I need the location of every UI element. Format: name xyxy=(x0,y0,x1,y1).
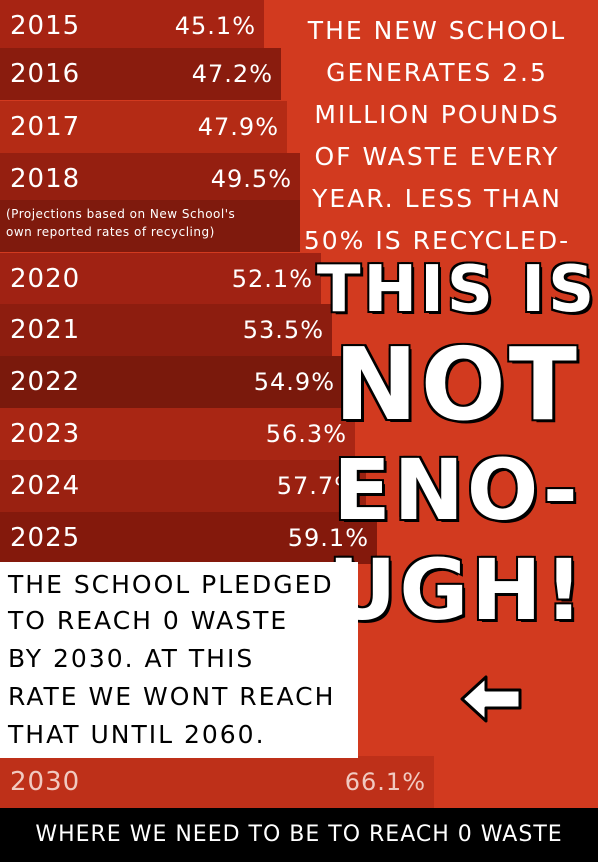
bar-2015: 2015 45.1% xyxy=(0,0,264,52)
projection-note: (Projections based on New School's own r… xyxy=(0,200,300,252)
bar-2021: 2021 53.5% xyxy=(0,304,332,356)
bar-value-label: 53.5% xyxy=(242,316,324,344)
bar-value-label: 59.1% xyxy=(287,524,369,552)
waste-statement-line: MILLION POUNDS xyxy=(314,100,560,129)
bar-year-label: 2023 xyxy=(10,419,81,449)
bar-2023: 2023 56.3% xyxy=(0,408,355,460)
pledge-line: THAT UNTIL 2060. xyxy=(8,720,266,749)
projection-note-line: (Projections based on New School's xyxy=(6,207,236,221)
bar-2022: 2022 54.9% xyxy=(0,356,343,408)
waste-statement-line: YEAR. LESS THAN xyxy=(312,184,562,213)
waste-statement-line: GENERATES 2.5 xyxy=(326,58,548,87)
bar-2030: 2030 66.1% xyxy=(0,756,434,808)
bar-value-label: 57.7% xyxy=(276,472,358,500)
bar-value-label: 66.1% xyxy=(344,768,426,796)
pledge-line: BY 2030. AT THIS xyxy=(8,644,255,673)
left-arrow-icon xyxy=(460,675,522,723)
bar-year-label: 2021 xyxy=(10,315,81,345)
not-enough-headline: THIS IS NOT ENO- UGH! xyxy=(316,250,598,640)
bar-value-label: 45.1% xyxy=(174,12,256,40)
headline-line: ENO- xyxy=(333,441,581,539)
bar-value-label: 47.2% xyxy=(191,60,273,88)
bar-year-label: 2016 xyxy=(10,59,81,89)
bar-2025: 2025 59.1% xyxy=(0,512,377,564)
bar-year-label: 2025 xyxy=(10,523,81,553)
bar-year-label: 2020 xyxy=(10,264,81,294)
pledge-line: THE SCHOOL PLEDGED xyxy=(8,570,334,599)
bar-value-label: 52.1% xyxy=(231,265,313,293)
pledge-line: TO REACH 0 WASTE xyxy=(8,606,289,635)
bar-year-label: 2024 xyxy=(10,471,81,501)
bar-2017: 2017 47.9% xyxy=(0,101,287,153)
bar-2020: 2020 52.1% xyxy=(0,253,321,305)
bar-year-label: 2015 xyxy=(10,11,81,41)
pledge-line: RATE WE WONT REACH xyxy=(8,682,336,711)
bar-year-label: 2022 xyxy=(10,367,81,397)
bar-year-label: 2030 xyxy=(10,767,81,797)
headline-line: THIS IS xyxy=(316,253,598,327)
waste-statement: THE NEW SCHOOL GENERATES 2.5 MILLION POU… xyxy=(282,10,592,262)
bar-value-label: 47.9% xyxy=(197,113,279,141)
headline-line: UGH! xyxy=(328,541,586,639)
bar-2018: 2018 49.5% xyxy=(0,153,300,205)
headline-line: NOT xyxy=(334,326,580,443)
bar-year-label: 2018 xyxy=(10,164,81,194)
footer-banner: WHERE WE NEED TO BE TO REACH 0 WASTE xyxy=(0,808,598,862)
bar-year-label: 2017 xyxy=(10,112,81,142)
projection-note-line: own reported rates of recycling) xyxy=(6,225,215,239)
bar-2016: 2016 47.2% xyxy=(0,48,281,100)
bar-value-label: 54.9% xyxy=(253,368,335,396)
waste-statement-line: 50% IS RECYCLED- xyxy=(303,226,571,255)
bar-2024: 2024 57.7% xyxy=(0,460,366,512)
bar-value-label: 56.3% xyxy=(265,420,347,448)
bar-value-label: 49.5% xyxy=(210,165,292,193)
waste-statement-line: OF WASTE EVERY xyxy=(314,142,560,171)
pledge-box: THE SCHOOL PLEDGED TO REACH 0 WASTE BY 2… xyxy=(0,562,358,758)
waste-statement-line: THE NEW SCHOOL xyxy=(307,16,567,45)
